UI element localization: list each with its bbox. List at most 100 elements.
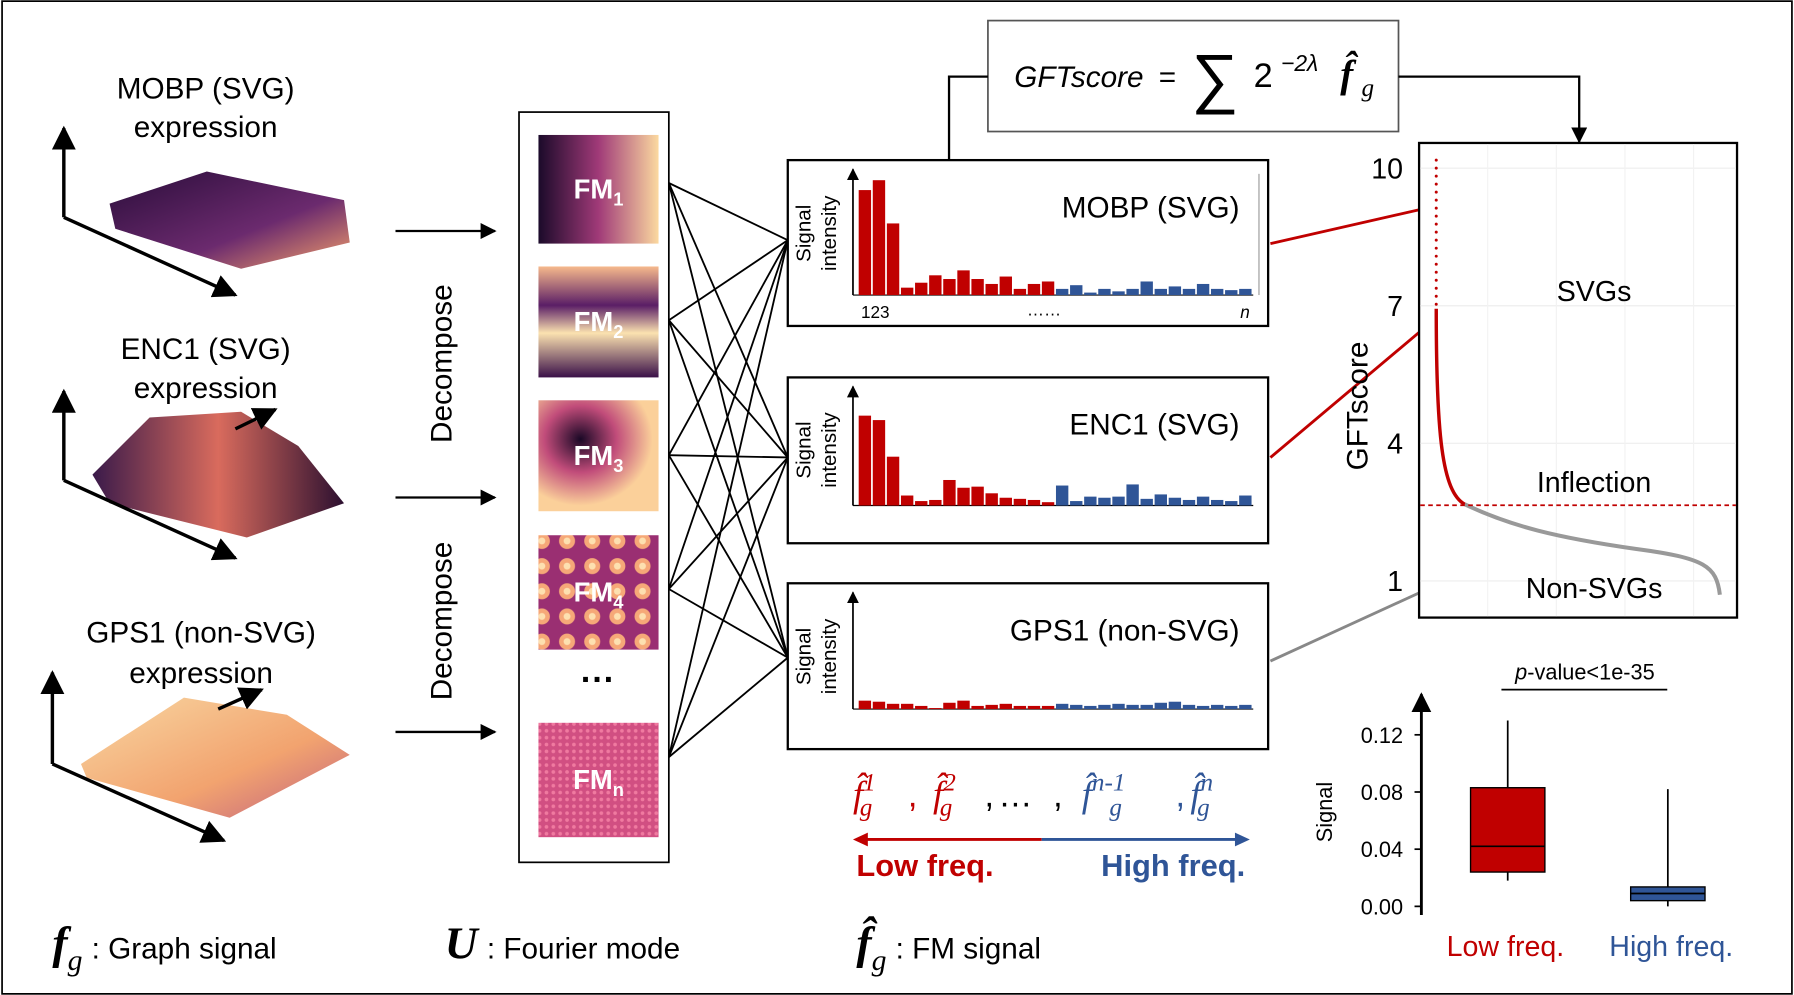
x-label: …… <box>1027 300 1061 320</box>
spectrum-bar <box>1196 705 1210 710</box>
spectrum-bar <box>1098 288 1111 296</box>
legend-sub: g <box>68 945 83 977</box>
link <box>667 182 789 458</box>
spectrum-bar <box>1027 705 1041 710</box>
panel-title: ENC1 (SVG) <box>121 333 291 366</box>
spectrum-bar <box>1055 288 1069 296</box>
spectrum-bar <box>999 276 1012 296</box>
term-sub: g <box>1109 794 1122 821</box>
spectrum-bar <box>1140 498 1153 506</box>
axis <box>63 478 238 561</box>
y-axis-label: GFTscore <box>1342 342 1375 471</box>
ellipsis: … <box>998 776 1032 814</box>
svg-dot <box>1434 182 1438 186</box>
spectrum-bar <box>1112 496 1125 506</box>
spectrum-bar <box>1168 701 1182 710</box>
spectrum-bar <box>1210 704 1224 710</box>
spectrum-bar <box>1239 495 1252 506</box>
spectrum-bar <box>985 283 998 296</box>
spectrum-bar <box>1154 494 1167 506</box>
spectrum-bar <box>1070 501 1083 506</box>
svg-dot <box>1434 198 1438 202</box>
spectrum-bar <box>1013 288 1027 296</box>
svg-dot <box>1434 238 1438 242</box>
spectrum-title: ENC1 (SVG) <box>1069 409 1239 442</box>
spectrum-bar <box>1239 288 1252 296</box>
spectrum-bar <box>1112 703 1125 710</box>
panel-title: MOBP (SVG) <box>117 72 295 105</box>
spectrum-bar <box>1196 283 1210 296</box>
y-tick-label: 4 <box>1387 429 1403 461</box>
svg-dot <box>1434 270 1438 274</box>
fm-base: FM <box>574 577 614 608</box>
y-label: intensity <box>818 618 841 694</box>
spectrum-bar <box>858 415 872 506</box>
spectrum-bar <box>1070 704 1083 710</box>
legend-text: : FM signal <box>896 932 1041 965</box>
fm-label: FM2 <box>574 306 624 342</box>
spectrum-bar <box>1168 286 1182 296</box>
spectrum-bar <box>957 487 970 506</box>
score-curve-svg <box>1434 308 1466 506</box>
spectrum-bar <box>929 708 942 710</box>
spectrum-bar <box>915 282 928 296</box>
spectrum-bar <box>971 486 984 506</box>
y-label: Signal <box>793 421 816 478</box>
spectrum-bar <box>1182 288 1196 296</box>
link <box>667 319 789 658</box>
y-axis-label: Signal <box>1312 782 1337 842</box>
spectrum-bar <box>1168 497 1182 506</box>
category-label: Low freq. <box>1447 931 1565 963</box>
decompose-label: Decompose <box>426 284 459 443</box>
legend-sub: g <box>872 945 887 977</box>
high-label: High freq. <box>1101 848 1245 883</box>
svg-dot <box>1434 246 1438 250</box>
svg-dot <box>1434 222 1438 226</box>
separator: , <box>984 776 994 814</box>
legend-text: : Fourier mode <box>487 932 680 965</box>
legend-item: U: Fourier mode <box>445 917 680 968</box>
spectrum-bar <box>999 703 1012 710</box>
svg-dot <box>1434 262 1438 266</box>
spectrum-bar <box>858 700 872 710</box>
fm-label: FM3 <box>574 440 624 476</box>
spectrum-bar <box>1098 497 1111 506</box>
fm-label: FM4 <box>574 577 625 613</box>
spectrum-bar <box>1013 705 1027 710</box>
spectrum-bar <box>957 270 970 296</box>
connector <box>1270 204 1437 245</box>
link <box>667 239 789 758</box>
separator: , <box>1175 776 1185 814</box>
spectrum-bar <box>1027 283 1041 296</box>
spectrum-bar <box>1084 292 1097 296</box>
svg-dot <box>1434 302 1438 306</box>
x-label: n <box>1240 302 1250 322</box>
y-label: Signal <box>793 628 816 685</box>
surface <box>80 697 350 818</box>
y-tick-label: 10 <box>1371 153 1403 185</box>
legend: fg: Graph signal U: Fourier mode f̂g: FM s… <box>52 916 1041 977</box>
spectrum-bar <box>1239 704 1252 710</box>
spectrum-bar <box>1126 288 1139 296</box>
link <box>667 239 789 590</box>
legend-symbol: f <box>52 917 72 968</box>
box <box>1469 787 1546 873</box>
fm-tile <box>538 134 659 244</box>
spectrum-bar <box>929 499 942 506</box>
p-italic: p <box>1514 659 1527 684</box>
spectrum-title: MOBP (SVG) <box>1062 191 1240 224</box>
formula-base: 2 <box>1254 57 1273 95</box>
spectrum-bar <box>1084 496 1097 506</box>
low-label: Low freq. <box>856 848 993 883</box>
fm-base: FM <box>574 173 614 204</box>
spectrum-bar <box>999 497 1012 506</box>
spectrum-bar <box>1126 484 1139 506</box>
legend-symbol: U <box>445 917 480 968</box>
axis <box>234 407 278 431</box>
fm-base: FM <box>573 764 613 795</box>
formula-exponent: −2λ <box>1281 50 1318 76</box>
link <box>668 239 789 456</box>
svg-dot <box>1434 230 1438 234</box>
